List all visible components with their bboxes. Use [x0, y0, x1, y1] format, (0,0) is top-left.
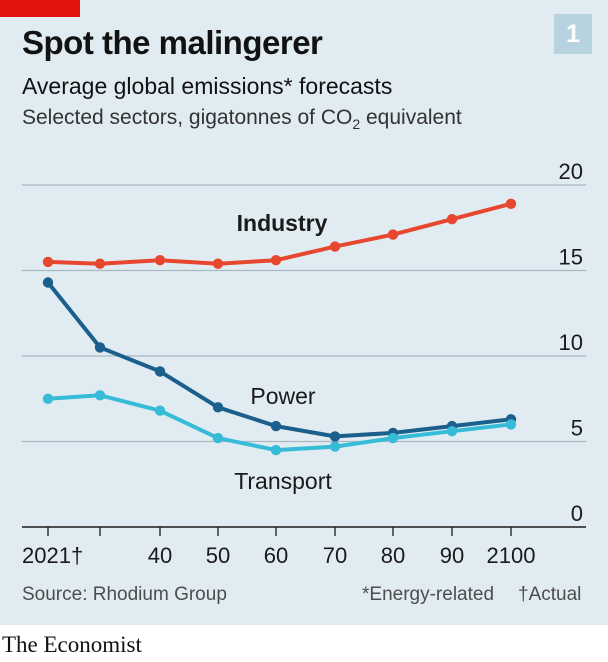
- chart-subtitle: Average global emissions* forecasts: [22, 73, 393, 99]
- x-tick-label-2050: 50: [206, 543, 230, 568]
- data-point-industry-2090: [446, 214, 458, 225]
- data-point-power-2060: [270, 420, 282, 432]
- data-point-transport-2060: [270, 444, 282, 456]
- x-tick-label-2060: 60: [264, 543, 288, 568]
- series-line-power: [46, 280, 513, 439]
- series-lines: [42, 198, 517, 456]
- data-point-transport-2050: [212, 432, 224, 444]
- data-point-industry-2050: [212, 258, 224, 269]
- data-point-transport-2040: [154, 405, 166, 416]
- data-point-industry-2080: [387, 229, 399, 240]
- x-tick-label-2100: 2100: [487, 543, 536, 568]
- data-point-power-2050: [212, 402, 224, 413]
- data-point-industry-2021: [42, 256, 54, 268]
- x-tick-label-2070: 70: [323, 543, 347, 568]
- data-point-industry-2100: [505, 198, 517, 209]
- y-tick-label-0: 0: [571, 501, 583, 526]
- data-point-power-2040: [154, 366, 166, 377]
- x-tick-label-2040: 40: [148, 543, 172, 568]
- footnote-energy: *Energy-related: [362, 584, 495, 605]
- data-point-transport-2030: [94, 390, 106, 401]
- series-label-transport: Transport: [234, 468, 332, 494]
- unit-note-suffix: equivalent: [360, 106, 462, 129]
- x-axis: [22, 526, 586, 536]
- y-tick-label-10: 10: [559, 330, 583, 355]
- unit-note-prefix: Selected sectors, gigatonnes of CO: [22, 106, 353, 129]
- x-tick-label-2090: 90: [440, 543, 464, 568]
- data-point-transport-2090: [446, 426, 458, 437]
- chart-number-badge: 1: [554, 14, 592, 54]
- data-point-power-2070: [329, 431, 341, 442]
- data-point-transport-2080: [387, 432, 399, 444]
- chart-title: Spot the malingerer: [22, 24, 323, 61]
- data-point-industry-2030: [94, 258, 106, 269]
- x-tick-label-2080: 80: [381, 543, 405, 568]
- series-label-industry: Industry: [237, 210, 328, 236]
- economist-brand: The Economist: [2, 632, 142, 657]
- data-point-industry-2070: [329, 241, 341, 252]
- data-point-power-2021: [42, 277, 54, 288]
- chart-panel: [0, 0, 608, 625]
- brand-red-tag: [0, 0, 80, 17]
- source-note: Source: Rhodium Group: [22, 584, 227, 605]
- unit-note-subscript: 2: [352, 116, 361, 133]
- data-point-transport-2070: [329, 441, 341, 452]
- y-tick-label-5: 5: [571, 416, 583, 441]
- unit-note: Selected sectors, gigatonnes of CO2 equi…: [22, 106, 462, 132]
- line-chart: 0 5 10 15 20 2021† 40 50 60 70 80 90 2100 Industry Pow…: [22, 159, 586, 568]
- chart-labels: 0 5 10 15 20 2021† 40 50 60 70 80 90 2100 Industry Pow…: [22, 159, 583, 568]
- y-tick-label-20: 20: [559, 159, 583, 184]
- series-label-power: Power: [250, 383, 316, 409]
- gridlines: [22, 184, 586, 443]
- data-point-transport-2021: [42, 393, 54, 404]
- data-point-power-2030: [94, 342, 106, 353]
- data-point-transport-2100: [505, 419, 517, 430]
- data-point-industry-2040: [154, 255, 166, 266]
- footnote-actual: †Actual: [518, 584, 582, 605]
- data-point-industry-2060: [270, 255, 282, 266]
- y-tick-label-15: 15: [559, 245, 583, 270]
- x-tick-label-2021: 2021†: [22, 543, 83, 568]
